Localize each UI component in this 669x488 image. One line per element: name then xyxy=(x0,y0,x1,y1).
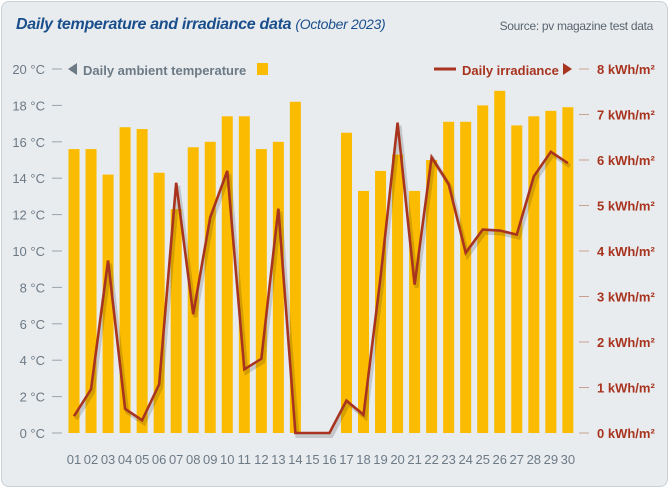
temperature-bar xyxy=(477,105,489,434)
left-tick-label: 0 °C xyxy=(20,426,45,441)
left-tick-label: 2 °C xyxy=(20,390,45,405)
source-note: Source: pv magazine test data xyxy=(499,19,654,33)
x-tick-label: 01 xyxy=(67,452,81,467)
right-tick-label: 0 kWh/m² xyxy=(597,426,655,441)
temperature-bar xyxy=(545,110,557,434)
x-tick-label: 15 xyxy=(305,452,319,467)
temperature-bar xyxy=(204,141,216,434)
x-tick-label: 27 xyxy=(510,452,524,467)
title-text: Daily temperature and irradiance data xyxy=(16,16,292,33)
temperature-bar xyxy=(170,209,182,433)
legend-temperature-label: Daily ambient temperature xyxy=(83,63,246,78)
irradiance-line-shadow xyxy=(74,125,571,438)
temperature-bar xyxy=(153,172,165,434)
triangle-right-icon xyxy=(563,63,572,75)
x-tick-label: 13 xyxy=(271,452,285,467)
temperature-bar xyxy=(340,132,352,433)
temperature-bar xyxy=(136,129,148,433)
left-tick-label: 16 °C xyxy=(12,135,45,150)
temperature-bar xyxy=(238,116,250,433)
right-tick-label: 5 kWh/m² xyxy=(597,199,655,214)
chart-title: Daily temperature and irradiance data (O… xyxy=(16,16,386,34)
x-tick-label: 12 xyxy=(254,452,268,467)
right-tick-label: 8 kWh/m² xyxy=(597,62,655,77)
temperature-bar xyxy=(409,190,421,433)
left-tick-label: 12 °C xyxy=(12,208,45,223)
x-tick-label: 28 xyxy=(527,452,541,467)
x-tick-label: 25 xyxy=(475,452,489,467)
x-tick-label: 20 xyxy=(390,452,404,467)
x-tick-label: 03 xyxy=(101,452,115,467)
temperature-bar xyxy=(375,170,387,434)
right-tick-label: 4 kWh/m² xyxy=(597,244,655,259)
x-tick-label: 05 xyxy=(135,452,149,467)
chart-subtitle: (October 2023) xyxy=(295,16,386,32)
x-tick-label: 09 xyxy=(203,452,217,467)
temperature-bar xyxy=(85,149,97,433)
left-tick-label: 4 °C xyxy=(20,353,45,368)
temperature-bar xyxy=(460,121,472,433)
left-tick-label: 14 °C xyxy=(12,171,45,186)
temperature-bar xyxy=(119,127,131,434)
legend-temperature-swatch xyxy=(257,63,268,75)
x-tick-label: 30 xyxy=(561,452,575,467)
right-tick-label: 1 kWh/m² xyxy=(597,381,655,396)
x-tick-label: 14 xyxy=(288,452,302,467)
temperature-bar xyxy=(562,107,574,433)
temperature-bar xyxy=(68,149,80,433)
x-tick-label: 29 xyxy=(544,452,558,467)
temperature-bar xyxy=(255,149,267,433)
left-tick-label: 20 °C xyxy=(12,62,45,77)
right-tick-label: 2 kWh/m² xyxy=(597,335,655,350)
legend-irradiance-label: Daily irradiance xyxy=(462,63,559,78)
left-tick-label: 18 °C xyxy=(12,98,45,113)
x-tick-label: 18 xyxy=(356,452,370,467)
x-tick-label: 04 xyxy=(118,452,132,467)
x-tick-label: 16 xyxy=(322,452,336,467)
x-tick-label: 26 xyxy=(493,452,507,467)
temperature-bar xyxy=(272,141,284,434)
left-tick-label: 10 °C xyxy=(12,244,45,259)
triangle-left-icon xyxy=(68,63,77,75)
left-tick-label: 6 °C xyxy=(20,317,45,332)
irradiance-line xyxy=(72,122,569,435)
x-tick-label: 08 xyxy=(186,452,200,467)
x-tick-label: 11 xyxy=(238,452,252,467)
temperature-bar xyxy=(528,116,540,433)
x-tick-label: 22 xyxy=(424,452,438,467)
temperature-bar xyxy=(392,154,404,434)
temperature-bar xyxy=(426,160,438,433)
temperature-bar xyxy=(221,116,233,433)
temperature-bar xyxy=(102,174,114,433)
temperature-bar xyxy=(494,90,506,433)
right-tick-label: 7 kWh/m² xyxy=(597,108,655,123)
x-tick-label: 24 xyxy=(458,452,472,467)
x-tick-label: 02 xyxy=(84,452,98,467)
x-tick-label: 23 xyxy=(441,452,455,467)
x-tick-label: 17 xyxy=(339,452,353,467)
left-tick-label: 8 °C xyxy=(20,280,45,295)
x-tick-label: 07 xyxy=(169,452,183,467)
temperature-bar xyxy=(511,125,523,434)
x-tick-label: 19 xyxy=(373,452,387,467)
temperature-bar xyxy=(358,190,370,433)
temperature-bar xyxy=(187,147,199,433)
right-tick-label: 3 kWh/m² xyxy=(597,290,655,305)
right-tick-label: 6 kWh/m² xyxy=(597,153,655,168)
temperature-bar xyxy=(289,101,301,433)
x-tick-label: 10 xyxy=(220,452,234,467)
x-tick-label: 06 xyxy=(152,452,166,467)
temperature-bar xyxy=(443,121,455,433)
x-tick-label: 21 xyxy=(407,452,421,467)
